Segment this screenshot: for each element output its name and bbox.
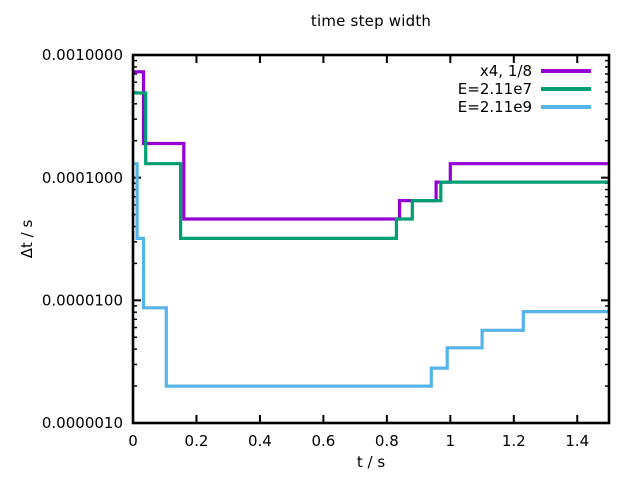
- x-tick-label: 0: [128, 432, 138, 450]
- x-tick-label: 0.8: [375, 432, 399, 450]
- y-tick-label: 0.0010000: [42, 46, 123, 64]
- series-line-0: [133, 70, 609, 221]
- y-tick-label: 0.0000010: [42, 414, 123, 432]
- x-tick-label: 0.6: [311, 432, 335, 450]
- y-tick-label: 0.0000100: [42, 291, 123, 309]
- legend: x4, 1/8 E=2.11e7 E=2.11e9: [458, 62, 591, 116]
- legend-label: E=2.11e7: [457, 80, 532, 98]
- chart-title: time step width: [310, 12, 432, 30]
- y-tick-label: 0.0001000: [42, 169, 123, 187]
- legend-line-sample: [541, 87, 591, 91]
- legend-item: E=2.11e9: [458, 98, 591, 116]
- legend-label: x4, 1/8: [479, 62, 532, 80]
- x-tick-label: 1.4: [565, 432, 589, 450]
- x-tick-label: 0.4: [248, 432, 272, 450]
- axis-frame: [131, 53, 611, 425]
- x-axis-label: t / s: [356, 453, 386, 471]
- series-line-1: [133, 91, 609, 240]
- legend-label: E=2.11e9: [457, 98, 532, 116]
- x-tick-label: 1.2: [502, 432, 526, 450]
- series-line-2: [133, 162, 609, 388]
- x-tick-label: 1: [446, 432, 456, 450]
- legend-item: x4, 1/8: [458, 62, 591, 80]
- x-tick-label: 0.2: [185, 432, 209, 450]
- legend-line-sample: [541, 69, 591, 73]
- legend-item: E=2.11e7: [458, 80, 591, 98]
- legend-line-sample: [541, 105, 591, 109]
